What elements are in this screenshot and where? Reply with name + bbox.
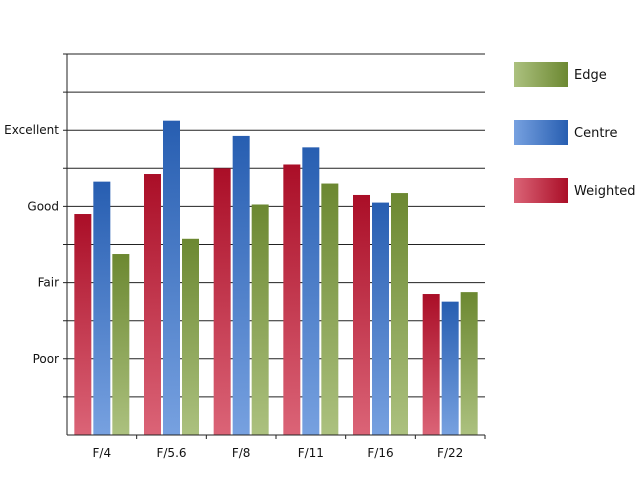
bar-centre-0	[93, 181, 111, 435]
bars	[74, 120, 478, 436]
bar-edge-1	[182, 238, 199, 435]
legend-label-centre: Centre	[574, 126, 617, 141]
x-tick-label: F/16	[367, 446, 393, 460]
bar-weighted-5	[422, 294, 440, 435]
x-tick-label: F/8	[232, 446, 251, 460]
bar-weighted-1	[144, 174, 161, 435]
axes	[66, 54, 486, 439]
bar-weighted-3	[283, 164, 301, 436]
legend-swatch-weighted	[514, 178, 568, 203]
legend-label-weighted: Weighted	[574, 184, 636, 199]
x-tick-label: F/4	[93, 446, 112, 460]
bar-edge-4	[391, 193, 408, 435]
y-tick-labels: Poor Fair Good Excellent	[4, 123, 59, 366]
bar-edge-2	[251, 204, 269, 435]
y-tick-label: Poor	[33, 352, 59, 366]
grid-lines	[63, 53, 485, 398]
legend-swatch-edge	[514, 62, 568, 87]
y-tick-label: Fair	[38, 276, 59, 290]
x-tick-label: F/5.6	[156, 446, 186, 460]
bar-weighted-0	[74, 214, 92, 435]
y-tick-label: Excellent	[4, 123, 59, 137]
bar-edge-0	[112, 254, 130, 435]
bar-centre-4	[372, 202, 389, 435]
bar-weighted-2	[213, 168, 231, 436]
bar-weighted-4	[353, 194, 370, 435]
bar-centre-2	[232, 135, 250, 436]
bar-edge-3	[321, 183, 339, 435]
bar-centre-1	[163, 120, 180, 436]
x-tick-label: F/22	[437, 446, 463, 460]
legend-swatch-centre	[514, 120, 568, 145]
y-tick-label: Good	[27, 199, 59, 213]
bar-centre-5	[441, 301, 459, 435]
legend: Edge Centre Weighted	[514, 62, 636, 203]
x-tick-label: F/11	[298, 446, 324, 460]
bar-edge-5	[460, 292, 478, 435]
bar-centre-3	[302, 147, 320, 435]
legend-label-edge: Edge	[574, 68, 607, 83]
x-tick-labels: F/4 F/5.6 F/8 F/11 F/16 F/22	[93, 446, 464, 460]
